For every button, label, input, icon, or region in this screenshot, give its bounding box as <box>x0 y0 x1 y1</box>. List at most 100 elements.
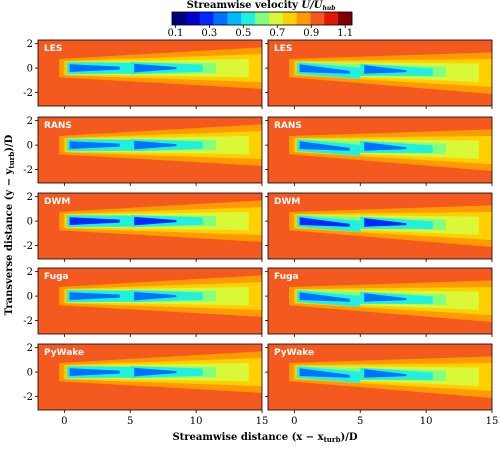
contour-panel <box>268 268 492 334</box>
y-label-text: )/D <box>4 134 15 151</box>
contour-panel <box>268 344 492 410</box>
panel-frame <box>267 39 493 107</box>
colorbar-band <box>213 12 228 25</box>
y-tick-label: 2 <box>27 343 33 354</box>
x-tick-label: 15 <box>486 416 499 427</box>
x-axis-label: Streamwise distance (x − xturb)/D <box>172 432 357 444</box>
colorbar-tick-label: 0.1 <box>167 28 183 39</box>
panel-frame <box>37 267 263 335</box>
wake-region <box>299 64 350 74</box>
panel-frame <box>267 267 493 335</box>
wake-region <box>134 367 177 377</box>
wake-region <box>134 140 177 150</box>
x-label-text: )/D <box>340 432 357 443</box>
y-tick-label: -2 <box>23 241 33 252</box>
colorbar-band <box>255 12 270 25</box>
contour-panel <box>268 40 492 106</box>
panel-label: PyWake <box>44 348 84 358</box>
colorbar-band <box>338 12 353 25</box>
colorbar-band <box>199 12 214 25</box>
y-tick-label: -2 <box>23 165 33 176</box>
wake-region <box>364 369 407 378</box>
colorbar-band <box>324 12 339 25</box>
panel-label: Fuga <box>44 272 69 282</box>
contour-panel <box>268 193 492 259</box>
colorbar-tick-label: 0.3 <box>201 28 217 39</box>
panel-label: DWM <box>274 197 300 207</box>
y-label-text: Transverse distance (y − y <box>4 167 15 315</box>
wake-region <box>69 217 120 226</box>
panel-frame <box>37 343 263 411</box>
panel-label: RANS <box>44 121 72 131</box>
wake-region <box>134 63 177 73</box>
wake-region <box>364 142 407 151</box>
x-tick-label: 5 <box>127 416 133 427</box>
x-tick-label: 10 <box>190 416 203 427</box>
y-tick-label: 0 <box>27 141 33 152</box>
y-tick-label: -2 <box>23 392 33 403</box>
panel-label: RANS <box>274 121 302 131</box>
wake-region <box>299 141 350 151</box>
contour-panel <box>268 117 492 183</box>
panel-label: Fuga <box>274 272 299 282</box>
wake-region <box>299 368 350 378</box>
colorbar-band <box>241 12 256 25</box>
colorbar-band <box>268 12 284 25</box>
colorbar-band <box>172 12 187 25</box>
panel-frame <box>267 192 493 260</box>
x-tick-label: 15 <box>256 416 269 427</box>
wake-region <box>134 216 177 226</box>
wake-region <box>69 141 120 150</box>
wake-region <box>134 291 177 301</box>
contour-panel <box>38 268 262 334</box>
contour-panel <box>38 40 262 106</box>
wake-region <box>299 217 350 227</box>
y-tick-label: -2 <box>23 88 33 99</box>
panel-label: PyWake <box>274 348 314 358</box>
colorbar-symbol-sub: hub <box>323 5 336 12</box>
wake-region <box>364 65 407 74</box>
colorbar-band <box>282 12 297 25</box>
wake-region <box>364 218 407 227</box>
y-axis-label: Transverse distance (y − yturb)/D <box>4 134 16 315</box>
colorbar-title-text: Streamwise velocity <box>187 0 300 11</box>
wake-region <box>364 293 407 302</box>
colorbar-title: Streamwise velocity U/Uhub <box>187 0 336 12</box>
colorbar-tick-label: 0.7 <box>269 28 285 39</box>
colorbar-tick-label: 0.9 <box>303 28 319 39</box>
wake-region <box>69 64 120 73</box>
x-tick-label: 0 <box>61 416 67 427</box>
panel-label: LES <box>274 44 292 54</box>
y-tick-label: 2 <box>27 116 33 127</box>
colorbar-tick-label: 0.5 <box>235 28 251 39</box>
contour-panel <box>38 193 262 259</box>
colorbar-band <box>227 12 242 25</box>
y-tick-label: 2 <box>27 267 33 278</box>
colorbar-symbol: U/U <box>301 0 323 11</box>
contour-panel <box>38 117 262 183</box>
x-tick-label: 5 <box>357 416 363 427</box>
colorbar-band <box>185 12 200 25</box>
wake-region <box>69 368 120 377</box>
panel-frame <box>37 192 263 260</box>
panel-frame <box>267 343 493 411</box>
x-label-sub: turb <box>324 435 341 444</box>
y-tick-label: 2 <box>27 39 33 50</box>
y-tick-label: 2 <box>27 192 33 203</box>
x-label-text: Streamwise distance (x − x <box>172 432 324 443</box>
y-label-sub: turb <box>7 152 16 169</box>
colorbar-band <box>296 12 311 25</box>
y-tick-label: 0 <box>27 292 33 303</box>
wake-region <box>299 292 350 302</box>
panel-frame <box>37 39 263 107</box>
wake-region <box>69 292 120 301</box>
colorbar-band <box>310 12 325 25</box>
x-tick-label: 0 <box>291 416 297 427</box>
x-tick-label: 10 <box>420 416 433 427</box>
y-tick-label: 0 <box>27 217 33 228</box>
y-tick-label: 0 <box>27 368 33 379</box>
panel-label: DWM <box>44 197 70 207</box>
panel-frame <box>267 116 493 184</box>
panel-label: LES <box>44 44 62 54</box>
